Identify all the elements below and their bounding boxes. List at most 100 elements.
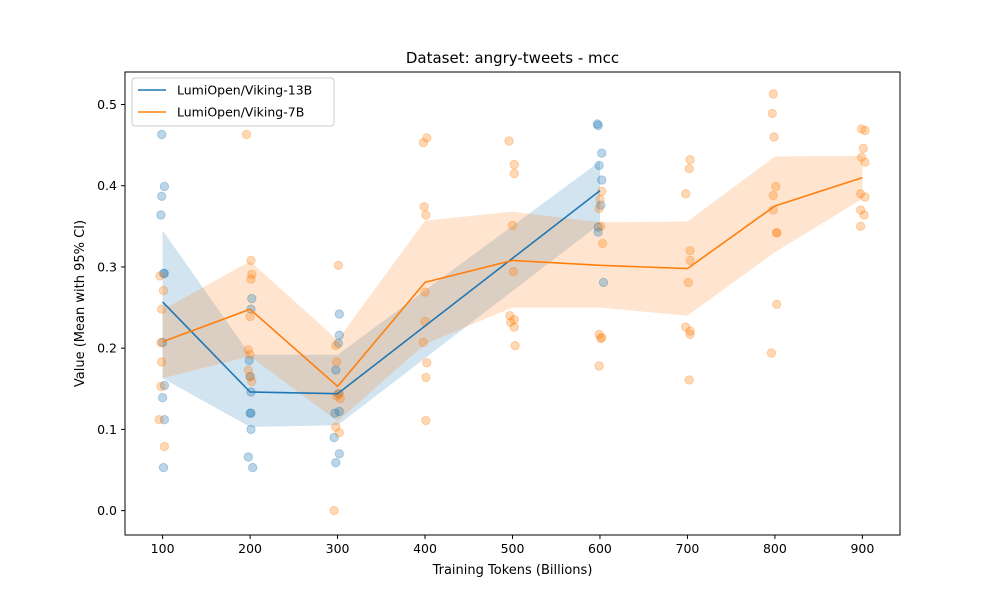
ci-band-1 — [162, 155, 863, 422]
scatter-point — [159, 380, 170, 391]
scatter-point — [860, 192, 870, 202]
scatter-point — [509, 159, 519, 170]
x-tick-label: 200 — [238, 541, 262, 556]
scatter-point — [246, 274, 256, 284]
scatter-point — [331, 341, 341, 351]
scatter-point — [508, 267, 519, 277]
scatter-point — [859, 210, 869, 220]
scatter-point — [247, 269, 257, 279]
legend: LumiOpen/Viking-13B LumiOpen/Viking-7B — [131, 77, 335, 127]
scatter-point — [769, 132, 779, 142]
scatter-point — [159, 268, 170, 279]
scatter-point — [768, 89, 778, 99]
scatter-point — [772, 299, 782, 309]
scatter-point — [333, 338, 344, 348]
legend-box — [131, 77, 335, 127]
scatter-point — [597, 332, 607, 343]
scatter-point — [243, 452, 254, 462]
scatter-point — [418, 138, 428, 148]
scatter-point — [684, 375, 694, 385]
x-tick-label: 300 — [326, 541, 350, 556]
scatter-point — [594, 329, 604, 340]
x-tick-label: 700 — [676, 541, 700, 556]
scatter-point — [241, 129, 252, 140]
scatter-point — [329, 505, 339, 516]
series-lines — [162, 176, 863, 395]
scatter-point — [855, 205, 866, 215]
scatter-point — [509, 168, 519, 179]
scatter-point — [685, 255, 695, 266]
scatter-point — [419, 202, 429, 212]
scatter-point — [855, 189, 866, 199]
scatter-point — [248, 462, 258, 473]
scatter-point — [159, 181, 170, 192]
scatter-point — [331, 458, 341, 468]
scatter-point — [334, 406, 344, 417]
scatter-point — [596, 333, 606, 344]
scatter-point — [331, 365, 341, 375]
scatter-point — [593, 120, 603, 131]
scatter-point — [685, 155, 695, 165]
scatter-point — [246, 424, 256, 435]
scatter-point — [420, 287, 430, 297]
scatter-point — [334, 330, 344, 340]
scatter-point — [685, 246, 695, 256]
scatter-point — [157, 357, 167, 367]
scatter-point — [243, 365, 254, 375]
scatter-point — [157, 191, 167, 202]
legend-label: LumiOpen/Viking-13B — [177, 83, 312, 98]
scatter-point — [421, 372, 431, 383]
scatter-point — [766, 348, 777, 358]
scatter-point — [157, 304, 167, 314]
scatter-point — [598, 277, 609, 288]
scatter-point — [597, 238, 608, 249]
series-line-0 — [162, 189, 601, 395]
scatter-point — [244, 355, 254, 366]
scatter-point — [856, 152, 867, 163]
scatter-points — [154, 89, 870, 516]
scatter-point — [685, 326, 695, 336]
chart-title: Dataset: angry-tweets - mcc — [406, 49, 619, 67]
scatter-point — [596, 221, 606, 232]
x-tick-label: 100 — [151, 541, 175, 556]
scatter-point — [772, 228, 782, 238]
scatter-point — [158, 462, 169, 473]
legend-label: LumiOpen/Viking-7B — [177, 105, 304, 120]
scatter-point — [509, 322, 519, 332]
scatter-point — [684, 164, 694, 174]
scatter-point — [245, 408, 255, 418]
scatter-point — [593, 222, 603, 232]
y-axis-label: Value (Mean with 95% CI) — [73, 220, 88, 387]
y-tick-label: 0.3 — [97, 259, 117, 274]
scatter-point — [243, 345, 254, 355]
scatter-point — [159, 441, 170, 452]
scatter-point — [681, 322, 691, 332]
scatter-point — [334, 428, 344, 438]
scatter-point — [681, 189, 691, 199]
scatter-point — [592, 119, 602, 129]
scatter-point — [246, 255, 256, 266]
scatter-point — [421, 415, 431, 426]
x-tick-label: 800 — [763, 541, 787, 556]
scatter-point — [772, 228, 782, 238]
scatter-point — [509, 315, 519, 325]
scatter-point — [334, 309, 344, 319]
scatter-point — [332, 357, 342, 367]
scatter-point — [333, 260, 344, 270]
scatter-point — [156, 210, 166, 220]
x-tick-label: 600 — [588, 541, 612, 556]
y-tick-label: 0.4 — [97, 178, 117, 193]
scatter-point — [159, 415, 170, 425]
x-tick-label: 900 — [850, 541, 874, 556]
scatter-point — [246, 408, 256, 418]
scatter-point — [858, 143, 868, 154]
scatter-point — [245, 371, 255, 382]
scatter-point — [422, 358, 432, 368]
scatter-point — [157, 393, 168, 403]
ci-band-0 — [162, 161, 600, 427]
scatter-point — [158, 268, 169, 279]
scatter-point — [331, 422, 341, 432]
scatter-point — [860, 157, 870, 167]
